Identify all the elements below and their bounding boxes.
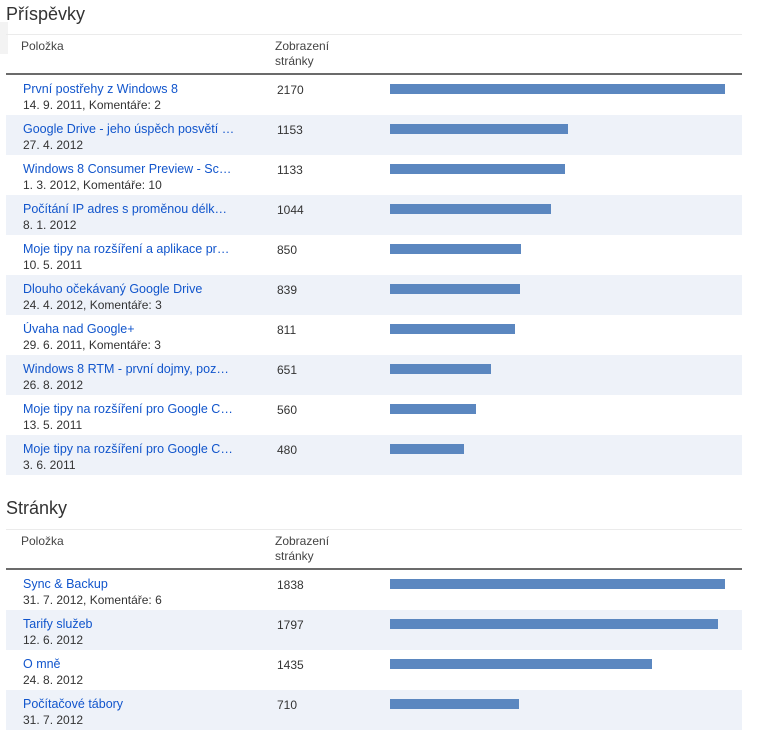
row-views-count: 850 — [277, 243, 298, 257]
row-meta: 26. 8. 2012 — [23, 378, 84, 392]
row-meta: 27. 4. 2012 — [23, 138, 84, 152]
column-header-views: Zobrazení stránky — [275, 39, 330, 68]
views-bar — [390, 124, 568, 134]
row-meta: 24. 8. 2012 — [23, 673, 84, 687]
pages-table-header: Položka Zobrazení stránky — [6, 529, 742, 570]
row-views-count: 1044 — [277, 203, 304, 217]
row-title-link[interactable]: Windows 8 RTM - první dojmy, poz… — [23, 362, 229, 376]
table-row: O mně 24. 8. 2012 1435 — [6, 650, 742, 690]
row-title-link[interactable]: Tarify služeb — [23, 617, 93, 631]
views-bar — [390, 284, 520, 294]
table-row: Moje tipy na rozšíření pro Google C… 13. … — [6, 395, 742, 435]
row-views-count: 839 — [277, 283, 298, 297]
pages-section-title: Stránky — [6, 498, 68, 518]
row-title-link[interactable]: Google Drive - jeho úspěch posvětí … — [23, 122, 235, 136]
row-title-link[interactable]: Úvaha nad Google+ — [23, 322, 135, 336]
views-bar — [390, 444, 464, 454]
row-title-link[interactable]: Počítačové tábory — [23, 697, 124, 711]
views-bar — [390, 84, 725, 94]
row-meta: 1. 3. 2012, Komentáře: 10 — [23, 178, 162, 192]
column-header-item: Položka — [21, 534, 64, 548]
row-title-link[interactable]: Sync & Backup — [23, 577, 108, 591]
views-bar — [390, 204, 551, 214]
row-meta: 8. 1. 2012 — [23, 218, 77, 232]
row-title-link[interactable]: Moje tipy na rozšíření pro Google C… — [23, 402, 233, 416]
row-views-count: 1133 — [277, 163, 303, 177]
row-views-count: 1153 — [277, 123, 303, 137]
table-row: Počítačové tábory 31. 7. 2012 710 — [6, 690, 742, 730]
row-title-link[interactable]: Moje tipy na rozšíření pro Google C… — [23, 442, 233, 456]
views-bar — [390, 579, 725, 589]
row-views-count: 811 — [277, 323, 297, 337]
row-title-link[interactable]: Windows 8 Consumer Preview - Sc… — [23, 162, 232, 176]
table-row: Dlouho očekávaný Google Drive 24. 4. 2012… — [6, 275, 742, 315]
posts-section-title: Příspěvky — [6, 4, 86, 24]
views-bar — [390, 699, 519, 709]
row-meta: 10. 5. 2011 — [23, 258, 83, 272]
views-bar — [390, 324, 515, 334]
table-row: Tarify služeb 12. 6. 2012 1797 — [6, 610, 742, 650]
posts-table: Položka Zobrazení stránky První postřehy… — [6, 34, 742, 475]
posts-table-header: Položka Zobrazení stránky — [6, 34, 742, 75]
views-bar — [390, 659, 652, 669]
row-meta: 13. 5. 2011 — [23, 418, 83, 432]
table-row: Úvaha nad Google+ 29. 6. 2011, Komentáře:… — [6, 315, 742, 355]
row-meta: 12. 6. 2012 — [23, 633, 84, 647]
pages-table: Položka Zobrazení stránky Sync & Backup 3… — [6, 529, 742, 730]
row-meta: 24. 4. 2012, Komentáře: 3 — [23, 298, 162, 312]
row-views-count: 1797 — [277, 618, 304, 632]
table-row: Sync & Backup 31. 7. 2012, Komentáře: 6 18… — [6, 570, 742, 610]
posts-table-body: První postřehy z Windows 8 14. 9. 2011, K… — [6, 75, 742, 475]
row-title-link[interactable]: Počítání IP adres s proměnou délk… — [23, 202, 228, 216]
table-row: Moje tipy na rozšíření pro Google C… 3. 6… — [6, 435, 742, 475]
table-row: Počítání IP adres s proměnou délk… 8. 1. … — [6, 195, 742, 235]
column-header-item: Položka — [21, 39, 64, 53]
row-meta: 31. 7. 2012, Komentáře: 6 — [23, 593, 162, 607]
section-marker — [0, 22, 8, 54]
row-views-count: 480 — [277, 443, 298, 457]
row-views-count: 710 — [277, 698, 298, 712]
table-row: Moje tipy na rozšíření a aplikace pr… 10.… — [6, 235, 742, 275]
column-header-views: Zobrazení stránky — [275, 534, 330, 563]
views-bar — [390, 364, 491, 374]
table-row: Google Drive - jeho úspěch posvětí … 27. … — [6, 115, 742, 155]
views-bar — [390, 619, 718, 629]
row-title-link[interactable]: První postřehy z Windows 8 — [23, 82, 178, 96]
row-meta: 31. 7. 2012 — [23, 713, 84, 727]
row-views-count: 1435 — [277, 658, 304, 672]
row-title-link[interactable]: O mně — [23, 657, 61, 671]
row-title-link[interactable]: Dlouho očekávaný Google Drive — [23, 282, 203, 296]
row-meta: 3. 6. 2011 — [23, 458, 76, 472]
pages-table-body: Sync & Backup 31. 7. 2012, Komentáře: 6 18… — [6, 570, 742, 730]
row-meta: 29. 6. 2011, Komentáře: 3 — [23, 338, 161, 352]
views-bar — [390, 244, 521, 254]
row-meta: 14. 9. 2011, Komentáře: 2 — [23, 98, 161, 112]
table-row: Windows 8 RTM - první dojmy, poz… 26. 8. … — [6, 355, 742, 395]
row-views-count: 560 — [277, 403, 298, 417]
row-views-count: 651 — [277, 363, 298, 377]
views-bar — [390, 164, 565, 174]
row-views-count: 1838 — [277, 578, 304, 592]
row-views-count: 2170 — [277, 83, 304, 97]
table-row: První postřehy z Windows 8 14. 9. 2011, K… — [6, 75, 742, 115]
table-row: Windows 8 Consumer Preview - Sc… 1. 3. 20… — [6, 155, 742, 195]
row-title-link[interactable]: Moje tipy na rozšíření a aplikace pr… — [23, 242, 230, 256]
views-bar — [390, 404, 476, 414]
